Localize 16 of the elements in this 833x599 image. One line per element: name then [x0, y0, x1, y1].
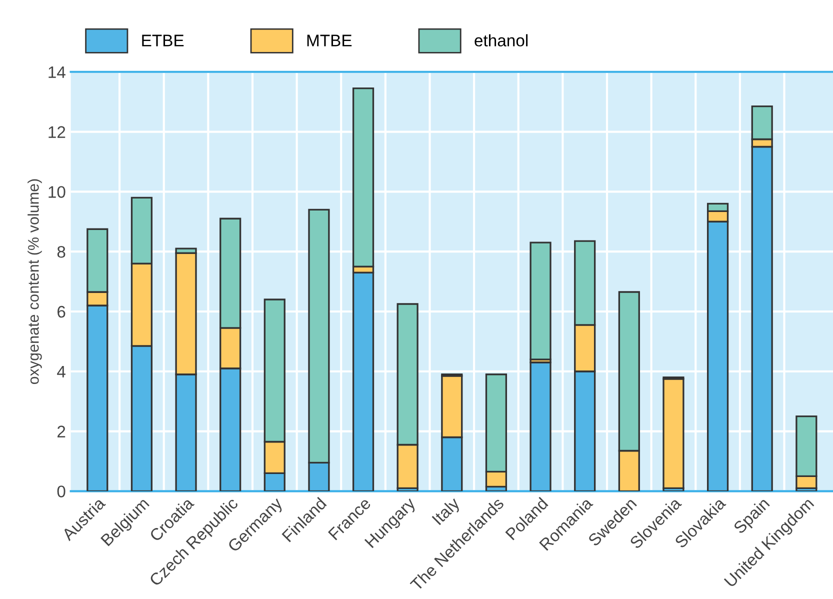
y-tick-label: 8: [57, 246, 66, 258]
bar: [662, 378, 684, 490]
y-tick-label: 4: [57, 366, 66, 378]
y-tick-label: 10: [48, 186, 66, 198]
bar: [530, 242, 552, 360]
bar: [530, 362, 552, 492]
legend-label: ethanol: [474, 34, 528, 46]
y-tick-label: 0: [57, 486, 66, 498]
y-tick-label: 14: [48, 66, 66, 78]
legend-label: MTBE: [307, 34, 352, 46]
bar: [352, 272, 374, 492]
y-tick-label: 6: [58, 306, 66, 318]
y-tick-label: 12: [48, 126, 66, 138]
legend-label: ETBE: [142, 34, 184, 46]
y-axis-title: oxygenate content (% volume): [28, 179, 42, 384]
y-tick-label: 2: [58, 426, 66, 438]
